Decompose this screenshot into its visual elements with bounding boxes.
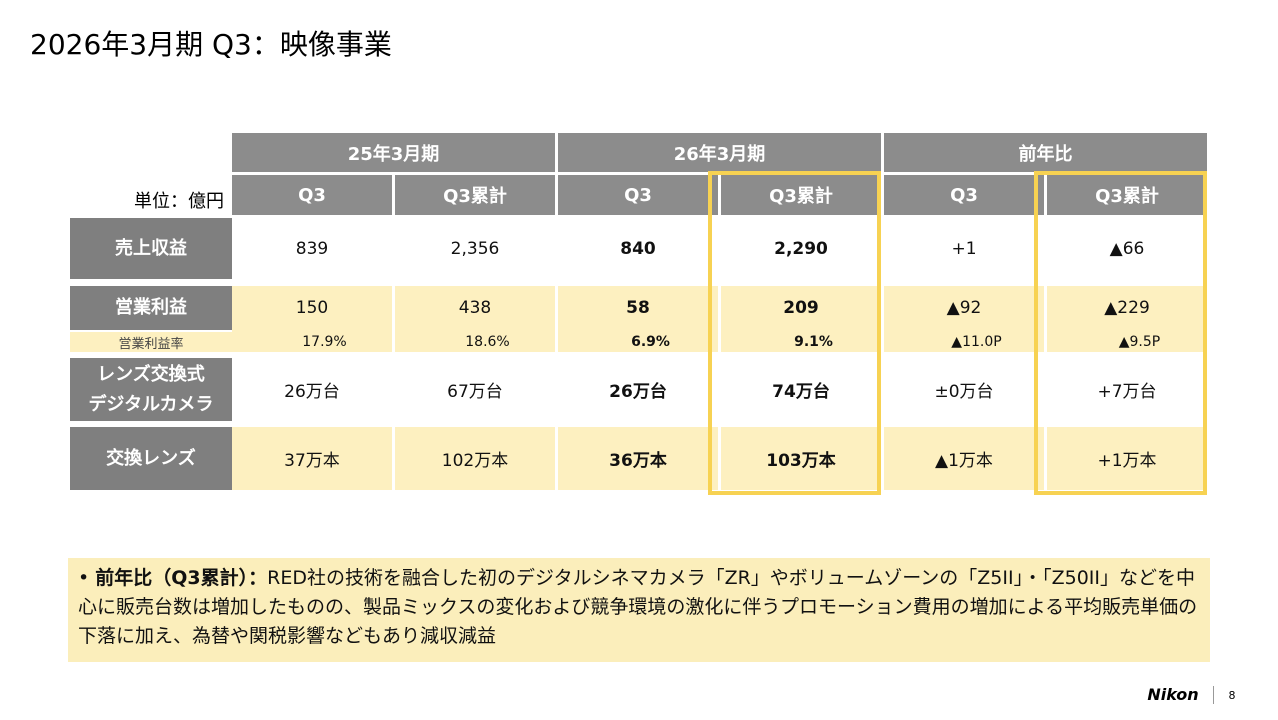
- cell: 2,356: [450, 238, 500, 259]
- row-label-line: デジタルカメラ: [88, 393, 214, 415]
- column-header: Q3: [558, 175, 718, 215]
- column-header: Q3累計: [1047, 175, 1207, 215]
- note: • 前年比（Q3累計）：RED社の技術を融合した初のデジタルシネマカメラ「ZR」…: [68, 558, 1210, 662]
- cell: 36万本: [609, 451, 667, 471]
- column-header: Q3累計: [395, 175, 555, 215]
- highlight-box: [708, 171, 881, 495]
- cell: ▲92: [946, 298, 982, 318]
- cell-bg: [558, 286, 718, 352]
- row-label-line: 営業利益: [115, 297, 187, 318]
- cell: 438: [458, 298, 492, 318]
- cell: 37万本: [284, 451, 340, 471]
- sub-cell: 6.9%: [631, 334, 670, 350]
- group-header: 26年3月期: [558, 133, 881, 172]
- sub-cell: 17.9%: [302, 334, 347, 350]
- cell: 74万台: [772, 382, 830, 402]
- cell-bg: [1047, 427, 1207, 490]
- slide-title: 2026年3月期 Q3：映像事業: [30, 28, 392, 61]
- cell: 839: [295, 238, 329, 259]
- cell: ▲66: [1109, 238, 1145, 259]
- row-label: 交換レンズ: [70, 427, 232, 490]
- column-header: Q3: [232, 175, 392, 215]
- cell-bg: [721, 427, 881, 490]
- cell: ▲1万本: [935, 451, 993, 471]
- logo: Nikon: [1147, 684, 1199, 704]
- cell: ±0万台: [934, 382, 994, 402]
- sub-cell: 18.6%: [465, 334, 510, 350]
- bullet: •: [78, 567, 96, 589]
- cell: +1万本: [1097, 451, 1157, 471]
- divider: [1213, 686, 1214, 704]
- row-label-line: 交換レンズ: [106, 447, 196, 469]
- cell: 102万本: [441, 451, 509, 471]
- page-number: 8: [1228, 688, 1236, 702]
- cell-bg: [721, 286, 881, 352]
- unit: 単位：億円: [134, 191, 224, 212]
- column-header: Q3累計: [721, 175, 881, 215]
- cell: +7万台: [1097, 382, 1157, 402]
- cell-bg: [395, 427, 555, 490]
- note-text: RED社の技術を融合した初のデジタルシネマカメラ「ZR」やボリュームゾーンの「Z…: [78, 567, 1198, 647]
- group-header: 25年3月期: [232, 133, 555, 172]
- cell: 209: [783, 298, 819, 318]
- cell: 58: [626, 298, 650, 318]
- cell: 150: [295, 298, 329, 318]
- cell: 103万本: [766, 451, 836, 471]
- sub-cell: ▲11.0P: [951, 334, 1002, 350]
- cell: +1: [951, 238, 977, 259]
- highlight-box: [1034, 171, 1207, 495]
- cell-bg: [558, 427, 718, 490]
- cell-bg: [884, 286, 1044, 352]
- sub-cell: ▲9.5P: [1118, 334, 1161, 350]
- row-label-line: 売上収益: [115, 237, 187, 259]
- cell: 840: [620, 238, 656, 259]
- column-header: Q3: [884, 175, 1044, 215]
- group-header: 前年比: [884, 133, 1207, 172]
- cell-bg: [395, 286, 555, 352]
- cell: 67万台: [447, 382, 503, 402]
- row-label: 営業利益: [70, 286, 232, 330]
- sub-label: 営業利益率: [70, 332, 232, 352]
- cell: 26万台: [284, 382, 340, 402]
- sub-cell: 9.1%: [794, 334, 833, 350]
- cell-bg: [1047, 286, 1207, 352]
- cell: 2,290: [774, 238, 828, 259]
- row-label: 売上収益: [70, 218, 232, 279]
- row-label-line: レンズ交換式: [97, 363, 205, 385]
- cell: ▲229: [1104, 298, 1150, 318]
- cell: 26万台: [609, 382, 667, 402]
- cell-bg: [232, 286, 392, 352]
- cell-bg: [884, 427, 1044, 490]
- cell-bg: [232, 427, 392, 490]
- row-label: レンズ交換式 デジタルカメラ: [70, 358, 232, 421]
- note-heading: 前年比（Q3累計）：: [95, 567, 268, 589]
